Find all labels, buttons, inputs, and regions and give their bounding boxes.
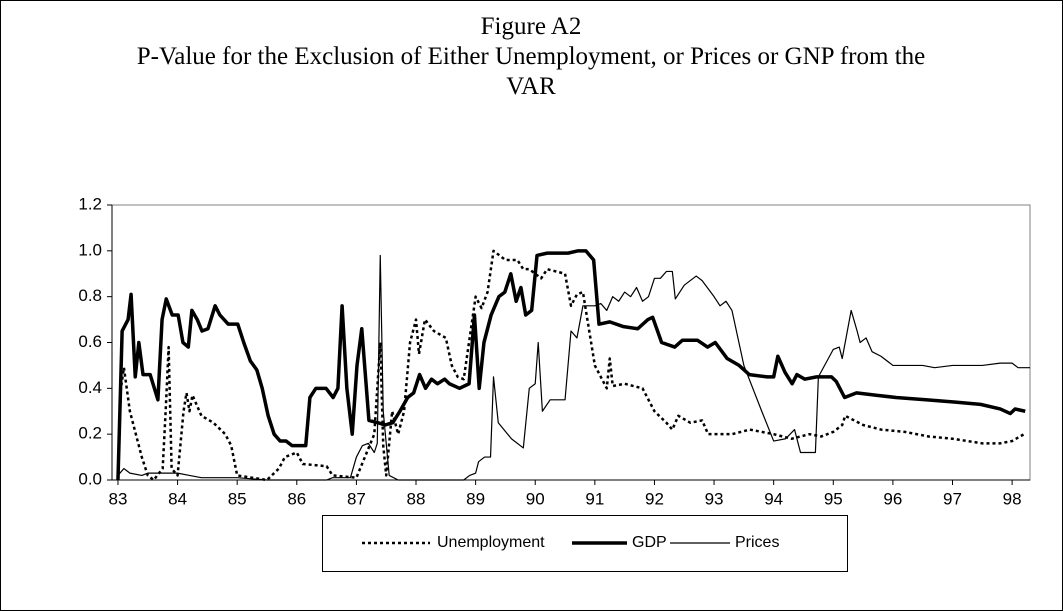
legend-label: Prices — [735, 534, 779, 551]
x-tick-label: 84 — [168, 489, 187, 508]
x-tick-label: 98 — [1003, 489, 1022, 508]
y-tick-label: 0.6 — [78, 332, 102, 351]
y-tick-label: 0.2 — [78, 424, 102, 443]
legend-label: Unemployment — [437, 534, 545, 551]
y-tick-label: 0.4 — [78, 378, 102, 397]
chart-title: Figure A2 — [481, 13, 582, 40]
x-tick-label: 96 — [883, 489, 902, 508]
chart-title: VAR — [506, 73, 556, 100]
x-tick-label: 95 — [824, 489, 843, 508]
x-tick-label: 92 — [645, 489, 664, 508]
x-tick-label: 87 — [347, 489, 366, 508]
x-tick-label: 90 — [526, 489, 545, 508]
x-tick-label: 93 — [705, 489, 724, 508]
x-tick-label: 91 — [585, 489, 604, 508]
chart-title: P-Value for the Exclusion of Either Unem… — [137, 43, 926, 70]
line-series — [117, 254, 1030, 481]
line-series — [116, 249, 1026, 481]
x-tick-label: 86 — [287, 489, 306, 508]
x-tick-label: 94 — [764, 489, 783, 508]
x-tick-label: 83 — [109, 489, 128, 508]
x-tick-label: 89 — [466, 489, 485, 508]
y-tick-label: 1.2 — [78, 194, 102, 213]
y-tick-label: 0.8 — [78, 286, 102, 305]
legend-label: GDP — [632, 534, 667, 551]
y-tick-label: 1.0 — [78, 240, 102, 259]
y-tick-label: 0.0 — [78, 469, 102, 488]
x-tick-label: 88 — [407, 489, 426, 508]
x-tick-label: 85 — [228, 489, 247, 508]
x-tick-label: 97 — [943, 489, 962, 508]
line-series — [116, 249, 1025, 482]
